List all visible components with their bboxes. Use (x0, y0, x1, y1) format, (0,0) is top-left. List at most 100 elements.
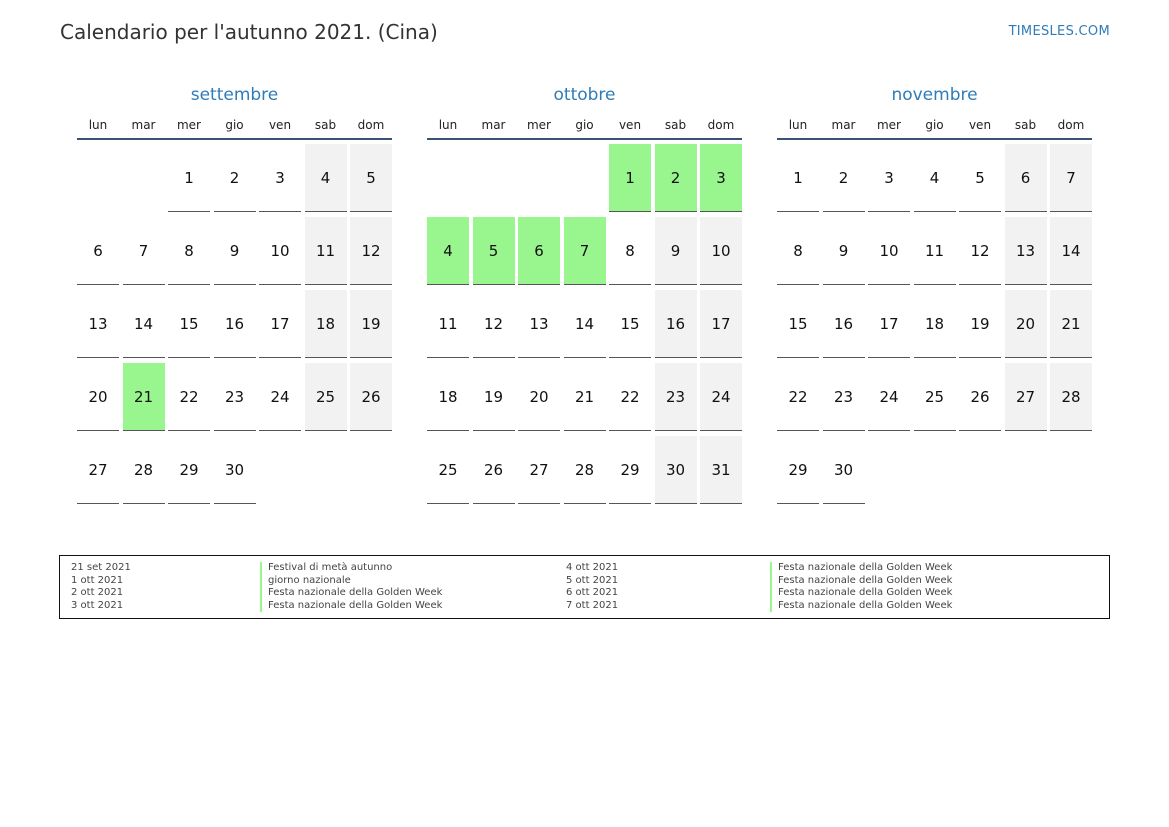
legend-date: 4 ott 2021 (566, 562, 619, 573)
day-cell: 2 (822, 144, 865, 212)
day-cell: 2 (213, 144, 256, 212)
day-cell: 13 (1004, 217, 1047, 285)
legend-holiday-name: Festa nazionale della Golden Week (260, 599, 442, 612)
day-cell: 7 (1050, 144, 1092, 212)
day-cell: 13 (518, 290, 560, 358)
day-cell: 17 (700, 290, 742, 358)
day-cell: 10 (700, 217, 742, 285)
day-cell: 6 (518, 217, 560, 285)
page-title: Calendario per l'autunno 2021. (Cina) (60, 20, 438, 44)
day-cell: 19 (472, 363, 515, 431)
day-grid: 1 2 3 4 5 6 7 8 9 10 11 12 13 14 15 16 17 18 19 20 21 22 23 24 2… (77, 144, 392, 510)
weekday-header: lun mar mer gio ven sab dom (427, 116, 742, 140)
day-cell: 28 (563, 436, 606, 504)
day-cell: 30 (822, 436, 865, 504)
day-grid: 1 2 3 4 5 6 7 8 9 10 11 12 13 14 15 16 17 18 19 20 21 22 23 24 2… (427, 144, 742, 510)
weekday-label: lun (88, 118, 108, 132)
day-cell: 29 (777, 436, 819, 504)
legend-holiday-name: giorno nazionale (260, 574, 442, 587)
month-title: settembre (190, 85, 279, 105)
legend-holiday-name: Festa nazionale della Golden Week (770, 562, 952, 575)
day-cell: 20 (1004, 290, 1047, 358)
day-cell: 8 (168, 217, 210, 285)
day-cell: 1 (609, 144, 651, 212)
day-cell: 11 (304, 217, 347, 285)
weekday-label: mar (481, 118, 506, 132)
day-cell: 21 (563, 363, 606, 431)
day-cell: 25 (304, 363, 347, 431)
weekday-label: lun (438, 118, 458, 132)
day-cell: 18 (427, 363, 469, 431)
day-cell: 8 (609, 217, 651, 285)
weekday-label: mer (876, 118, 901, 132)
day-cell: 24 (868, 363, 910, 431)
weekday-label: ven (268, 118, 292, 132)
day-cell: 19 (350, 290, 392, 358)
day-cell: 25 (913, 363, 956, 431)
legend-holiday-name: Festival di metà autunno (260, 562, 442, 575)
day-cell: 4 (304, 144, 347, 212)
day-cell: 17 (259, 290, 301, 358)
day-cell: 10 (868, 217, 910, 285)
weekday-header: lun mar mer gio ven sab dom (77, 116, 392, 140)
weekday-label: dom (707, 118, 735, 132)
day-cell: 5 (472, 217, 515, 285)
day-cell: 16 (822, 290, 865, 358)
day-cell: 22 (168, 363, 210, 431)
day-cell: 8 (777, 217, 819, 285)
day-cell: 15 (168, 290, 210, 358)
day-cell: 9 (654, 217, 697, 285)
holiday-legend: 21 set 2021 1 ott 2021 2 ott 2021 3 ott … (59, 555, 1110, 619)
day-cell: 11 (427, 290, 469, 358)
weekday-label: sab (314, 118, 337, 132)
day-cell: 27 (77, 436, 119, 504)
day-cell: 18 (304, 290, 347, 358)
weekday-label: gio (575, 118, 594, 132)
day-cell: 10 (259, 217, 301, 285)
day-cell: 15 (609, 290, 651, 358)
day-cell: 5 (959, 144, 1001, 212)
day-cell: 27 (518, 436, 560, 504)
day-cell: 29 (609, 436, 651, 504)
legend-date: 21 set 2021 (71, 562, 131, 573)
legend-date: 5 ott 2021 (566, 574, 619, 586)
day-cell: 26 (350, 363, 392, 431)
day-cell: 21 (1050, 290, 1092, 358)
day-cell: 2 (654, 144, 697, 212)
day-cell: 4 (427, 217, 469, 285)
day-cell: 9 (822, 217, 865, 285)
day-cell: 7 (563, 217, 606, 285)
day-cell: 11 (913, 217, 956, 285)
weekday-label: mer (526, 118, 551, 132)
weekday-label: mer (176, 118, 201, 132)
legend-holiday-name: Festa nazionale della Golden Week (770, 587, 952, 600)
day-cell: 18 (913, 290, 956, 358)
weekday-label: ven (618, 118, 642, 132)
day-cell: 17 (868, 290, 910, 358)
legend-date: 6 ott 2021 (566, 587, 619, 598)
day-cell: 28 (1050, 363, 1092, 431)
day-cell: 4 (913, 144, 956, 212)
weekday-label: sab (664, 118, 687, 132)
legend-date: 7 ott 2021 (566, 599, 619, 611)
day-cell: 3 (259, 144, 301, 212)
day-cell: 23 (213, 363, 256, 431)
day-cell: 26 (472, 436, 515, 504)
month-title: ottobre (553, 85, 616, 105)
weekday-header: lun mar mer gio ven sab dom (777, 116, 1092, 140)
day-cell: 20 (77, 363, 119, 431)
day-cell: 20 (518, 363, 560, 431)
day-cell: 5 (350, 144, 392, 212)
day-cell: 12 (350, 217, 392, 285)
brand-link[interactable]: TIMESLES.COM (1008, 24, 1110, 39)
day-cell: 9 (213, 217, 256, 285)
legend-holiday-name: Festa nazionale della Golden Week (770, 599, 952, 612)
legend-date: 2 ott 2021 (71, 587, 124, 598)
day-cell: 14 (563, 290, 606, 358)
day-cell: 16 (213, 290, 256, 358)
day-cell: 25 (427, 436, 469, 504)
day-cell: 30 (654, 436, 697, 504)
